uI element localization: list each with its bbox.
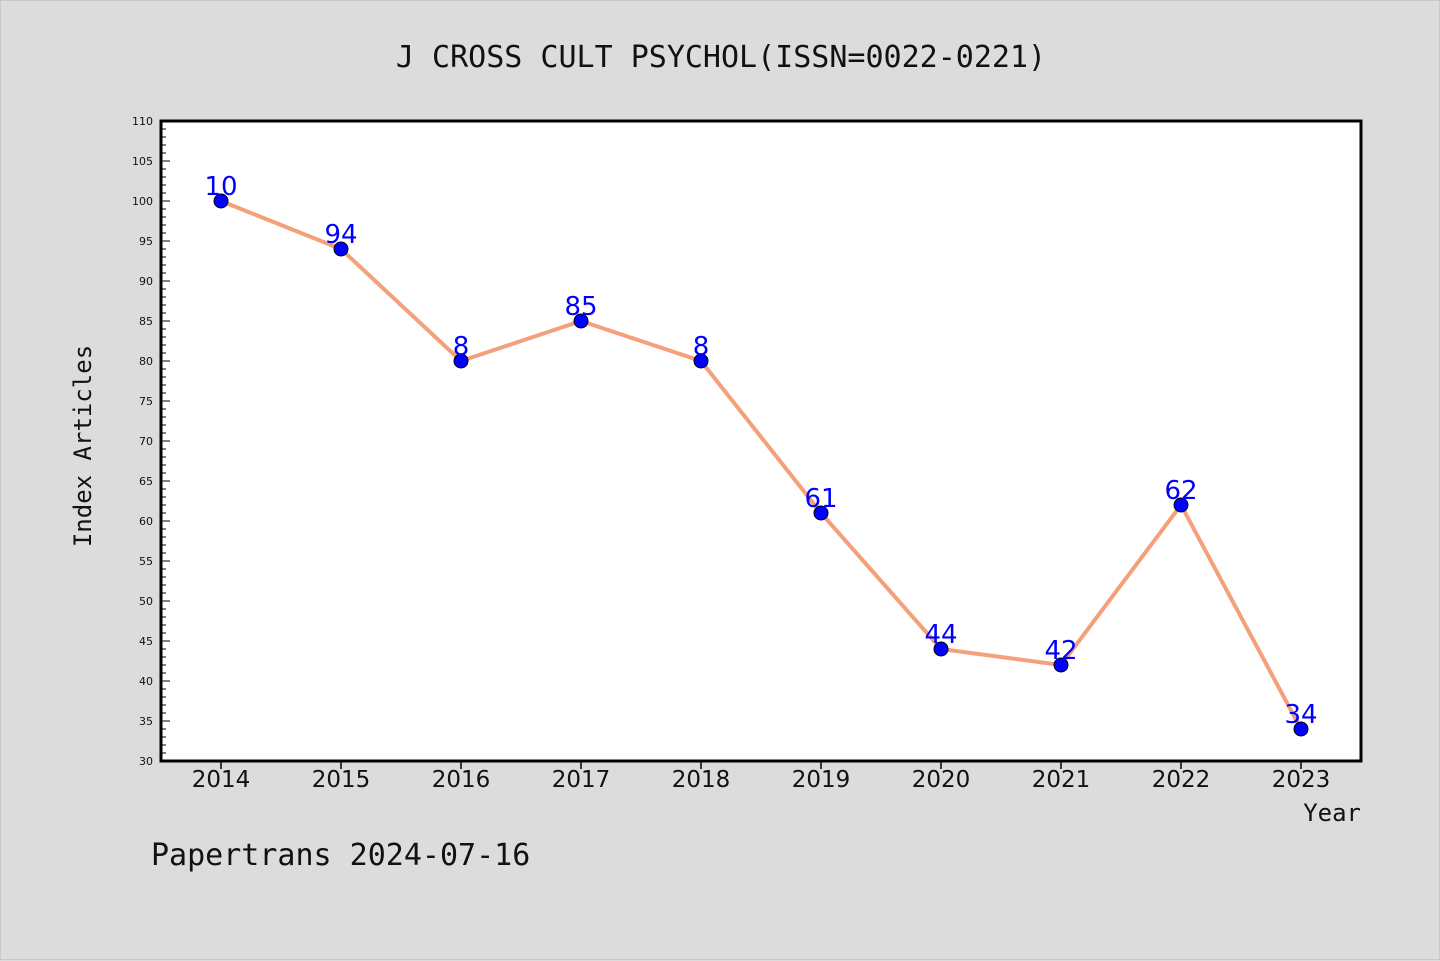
series-index-articles: 10 94 8 85 8 61 44 42 62 34 [204, 172, 1318, 737]
chart-title: J CROSS CULT PSYCHOL(ISSN=0022-0221) [396, 40, 1046, 75]
data-label: 62 [1164, 476, 1197, 506]
x-tick-label: 2015 [312, 767, 371, 793]
data-point [213, 193, 229, 209]
y-tick-label: 75 [139, 395, 153, 408]
x-tick-label: 2018 [672, 767, 731, 793]
y-tick-label: 105 [132, 155, 153, 168]
y-tick-label: 85 [139, 315, 153, 328]
y-tick-label: 80 [139, 355, 153, 368]
y-tick-label: 65 [139, 475, 153, 488]
data-label: 94 [324, 220, 357, 250]
plot-area [159, 119, 1363, 763]
data-label: 61 [804, 484, 837, 514]
y-tick-label: 50 [139, 595, 153, 608]
data-point [453, 353, 469, 369]
y-tick-label: 35 [139, 715, 153, 728]
y-tick-label: 95 [139, 235, 153, 248]
x-axis-label: Year [1303, 799, 1361, 827]
y-tick-label: 100 [132, 195, 153, 208]
x-tick-label: 2014 [192, 767, 251, 793]
y-tick-label: 110 [132, 115, 153, 128]
y-tick-label: 45 [139, 635, 153, 648]
data-label: 42 [1044, 636, 1077, 666]
data-label: 10 [204, 172, 237, 202]
x-tick-label: 2016 [432, 767, 491, 793]
y-tick-label: 90 [139, 275, 153, 288]
x-tick-label: 2017 [552, 767, 611, 793]
series-line [220, 199, 1303, 730]
y-axis-label: Index Articles [69, 345, 97, 547]
data-label: 8 [693, 332, 710, 362]
data-label: 34 [1284, 700, 1317, 730]
data-point [573, 313, 589, 329]
y-tick-label: 70 [139, 435, 153, 448]
data-point [1293, 721, 1309, 737]
y-tick-label: 40 [139, 675, 153, 688]
y-tick-label: 60 [139, 515, 153, 528]
x-tick-label: 2019 [792, 767, 851, 793]
data-point [1173, 497, 1189, 513]
x-tick-label: 2020 [912, 767, 971, 793]
data-label: 85 [564, 292, 597, 322]
x-axis: 2014 2015 2016 2017 2018 2019 2020 2021 2022 2023 [192, 761, 1331, 793]
x-tick-label: 2022 [1152, 767, 1211, 793]
x-tick-label: 2021 [1032, 767, 1091, 793]
data-label: 44 [924, 620, 957, 650]
x-tick-label: 2023 [1272, 767, 1331, 793]
footer-credit: Papertrans 2024-07-16 [151, 838, 530, 873]
data-point [333, 241, 349, 257]
y-tick-label: 30 [139, 755, 153, 768]
y-tick-label: 55 [139, 555, 153, 568]
y-axis: 30 35 40 45 50 55 60 65 70 75 80 85 90 95 100 105 110 [132, 115, 170, 768]
data-label: 8 [453, 332, 470, 362]
data-point [933, 641, 949, 657]
data-point [693, 353, 709, 369]
data-point [1053, 657, 1069, 673]
data-point [813, 505, 829, 521]
